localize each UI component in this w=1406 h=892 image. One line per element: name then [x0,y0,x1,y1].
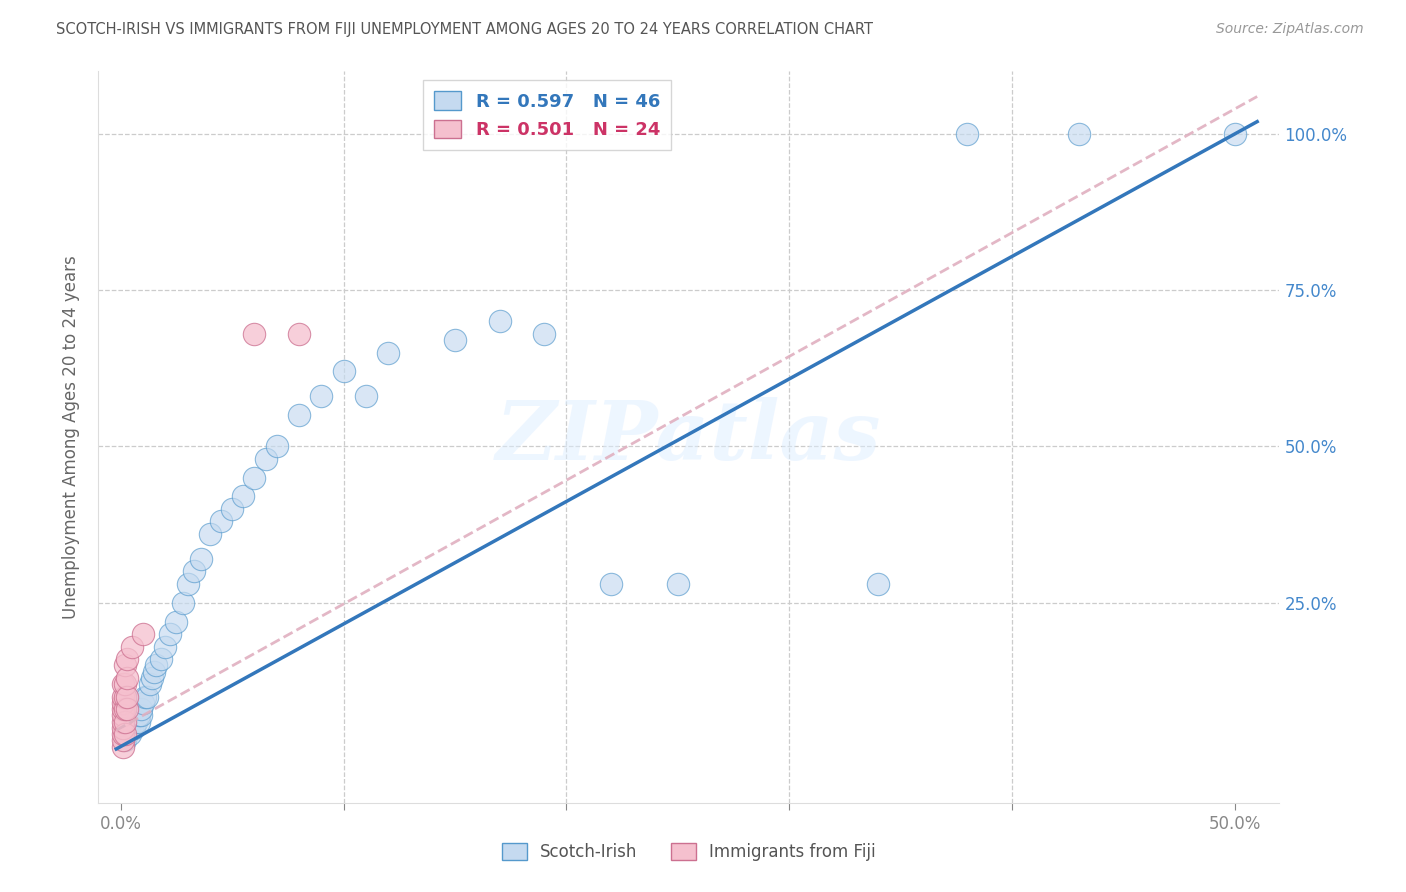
Text: Source: ZipAtlas.com: Source: ZipAtlas.com [1216,22,1364,37]
Point [111,739,134,754]
Point [117,690,139,704]
Point [172,596,194,610]
Point [114,714,136,729]
Point [125,714,148,729]
Point [183,565,205,579]
Point [111,708,134,723]
Point [176,577,198,591]
Point [114,727,136,741]
Point [868,577,890,591]
Point [600,577,623,591]
Point [1067,127,1090,141]
Point [111,733,134,747]
Point [114,690,136,704]
Point [243,471,266,485]
Point [159,627,181,641]
Point [956,127,979,141]
Point [111,696,134,710]
Point [1223,127,1246,141]
Point [533,326,555,341]
Point [288,408,311,422]
Legend: Scotch-Irish, Immigrants from Fiji: Scotch-Irish, Immigrants from Fiji [495,836,883,868]
Point [118,727,141,741]
Point [114,658,136,673]
Point [309,389,332,403]
Point [377,345,399,359]
Point [165,615,187,629]
Point [132,627,155,641]
Point [136,690,159,704]
Point [155,640,177,654]
Point [114,702,136,716]
Point [111,702,134,716]
Point [117,671,139,685]
Point [145,658,167,673]
Point [111,714,134,729]
Point [143,665,166,679]
Point [117,652,139,666]
Point [444,333,467,347]
Point [190,552,212,566]
Point [132,696,155,710]
Point [666,577,689,591]
Point [354,389,377,403]
Point [221,502,243,516]
Text: ZIPatlas: ZIPatlas [496,397,882,477]
Point [111,721,134,735]
Text: SCOTCH-IRISH VS IMMIGRANTS FROM FIJI UNEMPLOYMENT AMONG AGES 20 TO 24 YEARS CORR: SCOTCH-IRISH VS IMMIGRANTS FROM FIJI UNE… [56,22,873,37]
Point [128,714,150,729]
Point [198,527,221,541]
Point [149,652,172,666]
Point [488,314,510,328]
Point [254,452,277,467]
Point [266,440,288,454]
Point [111,690,134,704]
Point [209,515,232,529]
Point [122,721,145,735]
Point [111,727,134,741]
Y-axis label: Unemployment Among Ages 20 to 24 years: Unemployment Among Ages 20 to 24 years [62,255,80,619]
Point [117,727,139,741]
Point [288,326,311,341]
Point [114,677,136,691]
Point [141,671,163,685]
Point [114,733,136,747]
Point [128,708,150,723]
Point [121,721,143,735]
Point [138,677,160,691]
Point [111,677,134,691]
Point [134,690,156,704]
Point [117,702,139,716]
Point [121,640,143,654]
Point [332,364,354,378]
Point [129,708,152,723]
Point [129,702,152,716]
Point [243,326,266,341]
Point [232,490,254,504]
